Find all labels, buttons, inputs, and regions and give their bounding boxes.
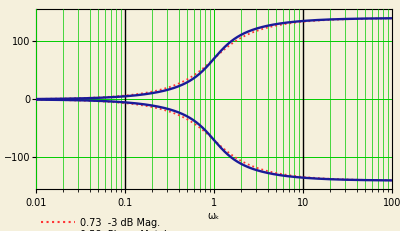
Legend: 0.73  -3 dB Mag., 0.58  Phase Match: 0.73 -3 dB Mag., 0.58 Phase Match <box>41 218 170 231</box>
Text: ωₖ: ωₖ <box>208 211 220 221</box>
